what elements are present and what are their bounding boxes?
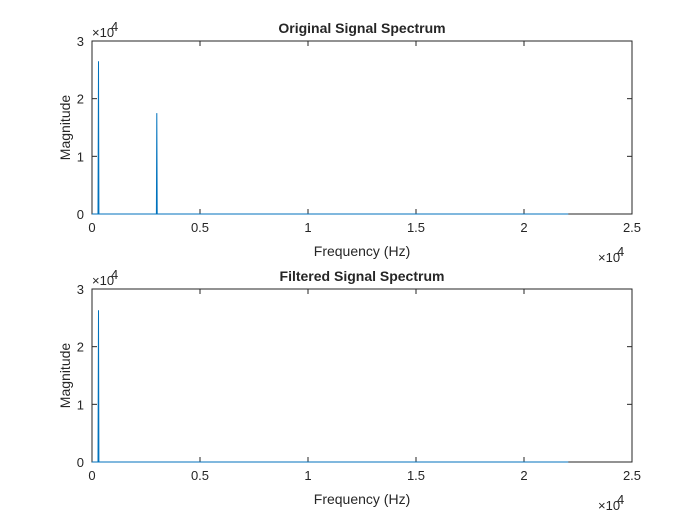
x-tick-label: 0.5 bbox=[191, 468, 209, 483]
y-tick-label: 1 bbox=[77, 397, 84, 412]
x-tick-label: 0 bbox=[88, 468, 95, 483]
y-tick-label: 3 bbox=[77, 282, 84, 297]
y-axis-label: Magnitude bbox=[57, 95, 73, 161]
x-tick-label: 1 bbox=[304, 220, 311, 235]
axes-box bbox=[91, 288, 633, 463]
x-tick-label: 2.5 bbox=[623, 468, 641, 483]
x-tick-label: 1.5 bbox=[407, 220, 425, 235]
chart-title: Filtered Signal Spectrum bbox=[280, 268, 445, 284]
y-tick-label: 2 bbox=[77, 92, 84, 107]
y-tick-label: 0 bbox=[77, 207, 84, 222]
x-exponent-power: 4 bbox=[617, 244, 624, 259]
y-tick-label: 0 bbox=[77, 455, 84, 470]
x-tick-label: 0.5 bbox=[191, 220, 209, 235]
y-exponent-base: ×10 bbox=[92, 25, 114, 40]
axes-box bbox=[91, 40, 633, 215]
x-tick-label: 1.5 bbox=[407, 468, 425, 483]
x-axis-label: Frequency (Hz) bbox=[314, 491, 410, 507]
x-tick-label: 0 bbox=[88, 220, 95, 235]
x-exponent-power: 4 bbox=[617, 492, 624, 507]
x-tick-label: 2.5 bbox=[623, 220, 641, 235]
x-tick-label: 1 bbox=[304, 468, 311, 483]
x-tick-label: 2 bbox=[520, 468, 527, 483]
x-tick-label: 2 bbox=[520, 220, 527, 235]
x-exponent-base: ×10 bbox=[598, 498, 620, 513]
y-exponent-power: 4 bbox=[111, 19, 118, 34]
y-tick-label: 1 bbox=[77, 149, 84, 164]
x-axis-label: Frequency (Hz) bbox=[314, 243, 410, 259]
y-tick-label: 2 bbox=[77, 340, 84, 355]
y-tick-label: 3 bbox=[77, 34, 84, 49]
chart-title: Original Signal Spectrum bbox=[278, 20, 445, 36]
y-exponent-power: 4 bbox=[111, 267, 118, 282]
spectrum-trace bbox=[92, 310, 569, 463]
x-exponent-base: ×10 bbox=[598, 250, 620, 265]
y-axis-label: Magnitude bbox=[57, 343, 73, 409]
spectrum-trace bbox=[92, 61, 569, 215]
y-exponent-base: ×10 bbox=[92, 273, 114, 288]
